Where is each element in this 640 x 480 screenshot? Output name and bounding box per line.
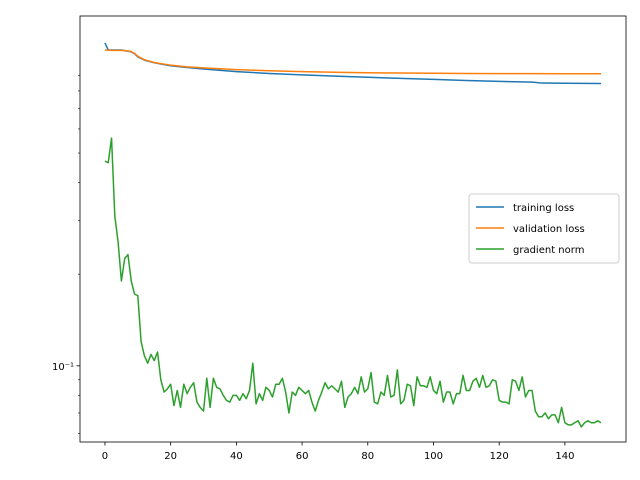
- validation-loss-line: [104, 49, 602, 75]
- x-tick-label-0: 0: [102, 451, 108, 462]
- x-axis: 0 20 40 60 80 100 120 140: [102, 442, 574, 462]
- x-tick-label-120: 120: [490, 451, 509, 462]
- x-tick-label-100: 100: [424, 451, 443, 462]
- x-tick-label-140: 140: [555, 451, 574, 462]
- x-tick-label-40: 40: [230, 451, 243, 462]
- y-tick-label: 10⁻¹: [52, 362, 74, 373]
- x-tick-label-20: 20: [164, 451, 177, 462]
- legend-label-gradient-norm: gradient norm: [513, 245, 584, 256]
- legend-label-training-loss: training loss: [513, 203, 574, 214]
- legend-box: [468, 193, 620, 264]
- x-tick-label-80: 80: [361, 451, 374, 462]
- legend-label-validation-loss: validation loss: [513, 224, 585, 235]
- x-tick-label-60: 60: [296, 451, 309, 462]
- gradient-norm-line: [104, 137, 602, 428]
- legend: training loss validation loss gradient nor…: [468, 193, 620, 264]
- plot-frame: [79, 15, 627, 443]
- series-layer: [104, 42, 602, 428]
